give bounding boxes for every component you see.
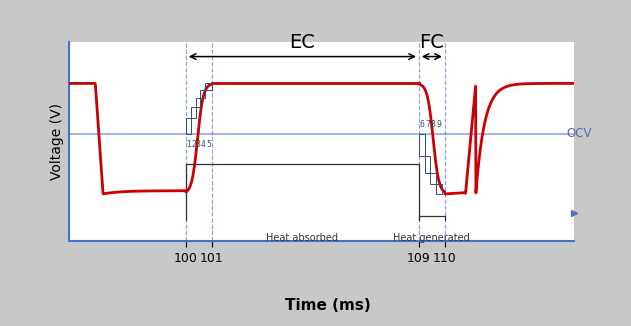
Bar [201, 90, 205, 97]
Text: 6: 6 [419, 120, 424, 129]
Text: 8: 8 [431, 120, 435, 129]
Bar [436, 185, 442, 194]
Text: Heat generated: Heat generated [394, 233, 470, 243]
Bar [196, 97, 201, 107]
Bar [186, 118, 191, 134]
Bar [191, 107, 196, 118]
Text: FC: FC [420, 33, 444, 52]
Text: 9: 9 [437, 120, 442, 129]
Text: Time (ms): Time (ms) [285, 298, 371, 313]
Text: EC: EC [290, 33, 316, 52]
Bar [205, 83, 212, 90]
Text: 7: 7 [425, 120, 430, 129]
Text: OCV: OCV [567, 127, 592, 141]
Text: 2: 2 [191, 140, 196, 149]
Bar [419, 134, 425, 156]
Text: 3: 3 [196, 140, 201, 149]
Y-axis label: Voltage (V): Voltage (V) [50, 103, 64, 180]
Text: 5: 5 [206, 140, 211, 149]
Bar [425, 156, 430, 173]
Bar [430, 173, 436, 185]
Text: Heat absorbed: Heat absorbed [266, 233, 338, 243]
Text: 1: 1 [186, 140, 191, 149]
Text: 4: 4 [200, 140, 205, 149]
